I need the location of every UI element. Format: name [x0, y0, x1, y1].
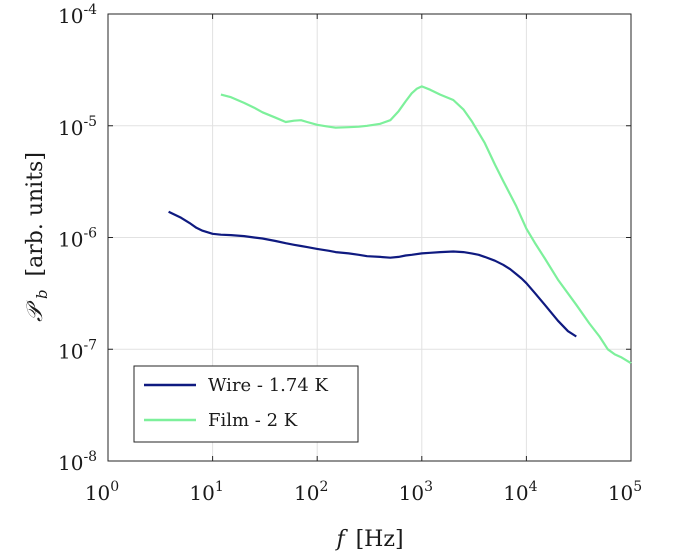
y-tick-exponent: -5	[83, 114, 97, 130]
x-tick-mantissa: 10	[503, 481, 528, 505]
y-axis-label: 𝒫 b [arb. units]	[23, 152, 53, 322]
series-layer	[168, 85, 632, 365]
x-tick-label: 102	[294, 479, 328, 505]
x-tick-exponent: 3	[424, 479, 433, 495]
x-tick-mantissa: 10	[608, 481, 633, 505]
x-tick-exponent: 4	[529, 479, 538, 495]
x-tick-exponent: 5	[633, 479, 642, 495]
y-axis-unit: [arb. units]	[23, 152, 48, 276]
x-axis-label: f [Hz]	[334, 527, 403, 552]
series-line-1	[220, 85, 632, 365]
x-tick-mantissa: 10	[189, 481, 214, 505]
x-axis-unit: [Hz]	[356, 527, 404, 552]
x-tick-label: 105	[608, 479, 642, 505]
y-tick-mantissa: 10	[58, 451, 83, 475]
y-tick-exponent: -4	[83, 2, 97, 18]
y-tick-label: 10-7	[58, 337, 97, 363]
y-tick-label: 10-6	[58, 226, 97, 252]
x-tick-mantissa: 10	[85, 481, 110, 505]
y-tick-exponent: -8	[83, 449, 97, 465]
y-tick-labels: 10-810-710-610-510-4	[58, 2, 97, 475]
y-tick-exponent: -6	[83, 226, 97, 242]
y-tick-label: 10-8	[58, 449, 97, 475]
y-tick-mantissa: 10	[58, 339, 83, 363]
legend-label-film: Film - 2 K	[208, 410, 298, 431]
series-line-0	[168, 210, 577, 338]
y-tick-mantissa: 10	[58, 228, 83, 252]
x-tick-mantissa: 10	[294, 481, 319, 505]
tick-marks	[107, 13, 632, 462]
x-tick-exponent: 1	[215, 479, 224, 495]
legend: Wire - 1.74 K Film - 2 K	[133, 365, 359, 443]
y-tick-label: 10-5	[58, 114, 97, 140]
x-tick-label: 101	[189, 479, 223, 505]
y-tick-mantissa: 10	[58, 4, 83, 28]
legend-label-wire: Wire - 1.74 K	[208, 375, 329, 396]
x-tick-labels: 100 101 102 103 104 105	[85, 479, 642, 505]
y-axis-symbol: 𝒫	[23, 300, 48, 322]
x-tick-exponent: 0	[110, 479, 119, 495]
x-tick-label: 100	[85, 479, 119, 505]
x-tick-label: 104	[503, 479, 537, 505]
x-tick-label: 103	[399, 479, 433, 505]
y-axis-subscript: b	[33, 289, 51, 299]
y-tick-exponent: -7	[83, 337, 97, 353]
x-tick-mantissa: 10	[399, 481, 424, 505]
x-tick-exponent: 2	[319, 479, 328, 495]
legend-box	[133, 365, 359, 443]
y-tick-label: 10-4	[58, 2, 97, 28]
y-tick-mantissa: 10	[58, 116, 83, 140]
x-axis-symbol: f	[334, 527, 348, 552]
